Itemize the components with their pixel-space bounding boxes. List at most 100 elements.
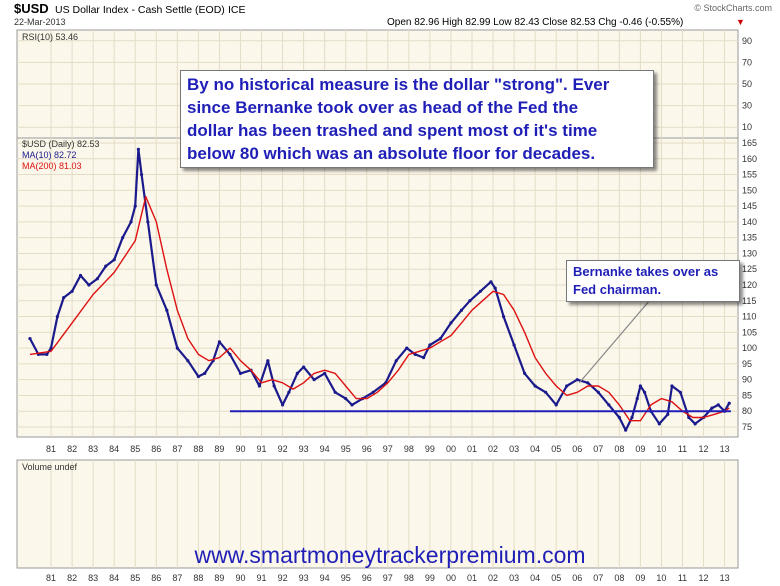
price-point [533,384,537,388]
website-link[interactable]: www.smartmoneytrackerpremium.com [194,542,586,568]
x-tick-label: 85 [130,444,140,454]
rsi-tick-label: 10 [742,122,752,132]
x-tick-label: 07 [593,444,603,454]
price-point [468,299,472,303]
price-point [203,371,207,375]
price-point [28,337,32,341]
price-point [371,390,375,394]
x-tick-label: 07 [593,573,603,583]
bernanke-annotation-line: Fed chairman. [573,282,662,297]
price-point [136,147,140,151]
price-point [727,401,731,405]
price-point [257,384,262,388]
price-point [228,352,232,357]
price-point [693,422,697,426]
price-point [333,390,337,394]
x-tick-label: 81 [46,573,56,583]
price-point [554,403,558,407]
x-tick-label: 88 [193,573,203,583]
x-tick-label: 09 [635,444,645,454]
price-point [523,371,527,375]
price-tick-label: 140 [742,217,757,227]
x-tick-label: 04 [530,573,540,583]
price-point [716,403,720,407]
x-tick-label: 82 [67,444,77,454]
price-tick-label: 90 [742,375,752,385]
x-tick-label: 03 [509,573,519,583]
x-tick-label: 87 [172,444,182,454]
price-tick-label: 115 [742,296,756,306]
price-tick-label: 85 [742,390,752,400]
exchange: ICE [228,4,246,16]
price-point [617,415,621,420]
x-tick-label: 03 [509,444,519,454]
price-point [449,321,453,325]
rsi-tick-label: 70 [742,57,752,67]
x-tick-label: 85 [130,573,140,583]
x-tick-label: 10 [656,444,666,454]
price-tick-label: 130 [742,248,757,258]
rsi-label: RSI(10) 53.46 [22,32,78,42]
price-point [670,384,674,388]
price-point [630,415,634,420]
x-tick-label: 99 [425,444,435,454]
price-point [350,403,354,407]
x-tick-label: 88 [193,444,203,454]
x-tick-label: 86 [151,444,161,454]
price-tick-label: 100 [742,343,757,353]
price-point [139,172,144,177]
price-tick-label: 95 [742,359,752,369]
index-name: US Dollar Index - Cash Settle (EOD) [55,4,225,16]
price-point [302,365,306,369]
x-tick-label: 93 [299,573,309,583]
price-point [438,337,443,341]
rsi-tick-label: 50 [742,79,752,89]
x-tick-label: 11 [678,573,687,583]
price-point [112,258,116,262]
price-point [129,220,133,224]
price-point [186,359,190,363]
x-tick-label: 86 [151,573,161,583]
price-point [280,403,285,407]
x-tick-label: 08 [614,444,624,454]
x-tick-label: 96 [362,573,372,583]
axis-ticks: 9070503010165160155150145140135130125120… [46,36,757,583]
volume-label: Volume undef [22,462,78,472]
x-tick-label: 96 [362,444,372,454]
x-tick-label: 97 [383,444,393,454]
x-tick-label: 08 [614,573,624,583]
price-tick-label: 165 [742,138,757,148]
x-tick-label: 02 [488,573,498,583]
x-tick-label: 95 [341,573,351,583]
price-point [607,403,611,407]
price-legend: $USD (Daily) 82.53 MA(10) 82.72 MA(200) … [22,139,100,171]
x-tick-label: 92 [278,573,288,583]
price-tick-label: 150 [742,185,757,195]
price-point [154,283,158,287]
price-point [266,359,270,363]
x-tick-label: 01 [467,573,477,583]
price-tick-label: 155 [742,170,757,180]
price-point [687,415,691,420]
ma200-legend: MA(200) 81.03 [22,161,82,171]
x-tick-label: 01 [467,444,477,454]
x-tick-label: 99 [425,573,435,583]
price-tick-label: 145 [742,201,757,211]
price-point [272,384,276,388]
x-tick-label: 98 [404,444,414,454]
price-point [565,384,569,388]
rsi-tick-label: 30 [742,101,752,111]
price-point [478,289,483,293]
price-point [413,352,417,357]
ma200-line [29,195,730,422]
x-tick-label: 94 [320,444,330,454]
price-point [165,308,169,312]
x-tick-label: 89 [214,444,224,454]
price-tick-label: 120 [742,280,757,290]
x-tick-label: 83 [88,573,98,583]
price-point [586,381,590,385]
symbol: $USD [14,1,49,16]
price-point [133,204,137,208]
price-point [104,264,108,268]
volume-panel [16,459,739,569]
